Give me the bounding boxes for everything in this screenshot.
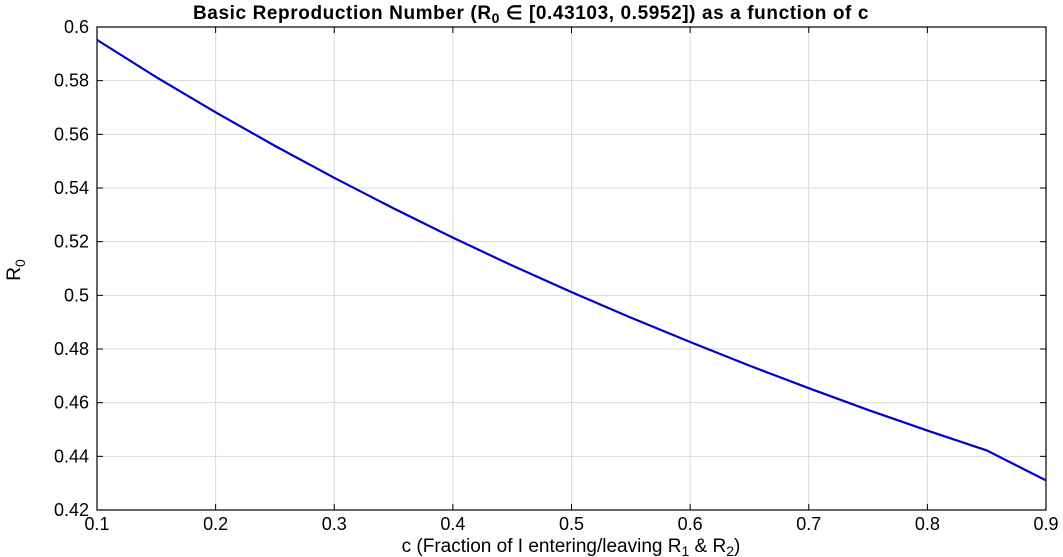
y-tick-label: 0.48 (54, 339, 89, 359)
tick-marks (96, 26, 1047, 511)
y-tick-label: 0.46 (54, 393, 89, 413)
series-group (96, 38, 1047, 482)
y-tick-labels: 0.42 0.44 0.46 0.48 0.5 0.52 0.54 0.56 0.58 0.6 (54, 17, 89, 520)
x-tick-labels: 0.1 0.2 0.3 0.4 0.5 0.6 0.7 0.8 0.9 (84, 514, 1058, 534)
x-tick-label: 0.7 (796, 514, 821, 534)
y-tick-label: 0.56 (54, 124, 89, 144)
series-line (96, 38, 1047, 482)
x-tick-label: 0.5 (559, 514, 584, 534)
y-tick-label: 0.52 (54, 232, 89, 252)
y-tick-label: 0.5 (64, 285, 89, 305)
y-tick-label: 0.58 (54, 71, 89, 91)
x-tick-label: 0.2 (203, 514, 228, 534)
x-tick-label: 0.6 (678, 514, 703, 534)
x-tick-label: 0.9 (1033, 514, 1058, 534)
y-tick-label: 0.42 (54, 500, 89, 520)
y-tick-label: 0.44 (54, 446, 89, 466)
grid (96, 26, 1047, 511)
y-tick-label: 0.54 (54, 178, 89, 198)
y-axis-label: R0 (4, 259, 28, 281)
chart-title: Basic Reproduction Number (R0 ∈ [0.43103… (193, 3, 869, 26)
x-tick-label: 0.1 (84, 514, 109, 534)
y-tick-label: 0.6 (64, 17, 89, 37)
x-tick-label: 0.4 (440, 514, 465, 534)
x-tick-label: 0.8 (915, 514, 940, 534)
x-axis-label: c (Fraction of I entering/leaving R1 & R… (402, 536, 741, 557)
x-tick-label: 0.3 (322, 514, 347, 534)
